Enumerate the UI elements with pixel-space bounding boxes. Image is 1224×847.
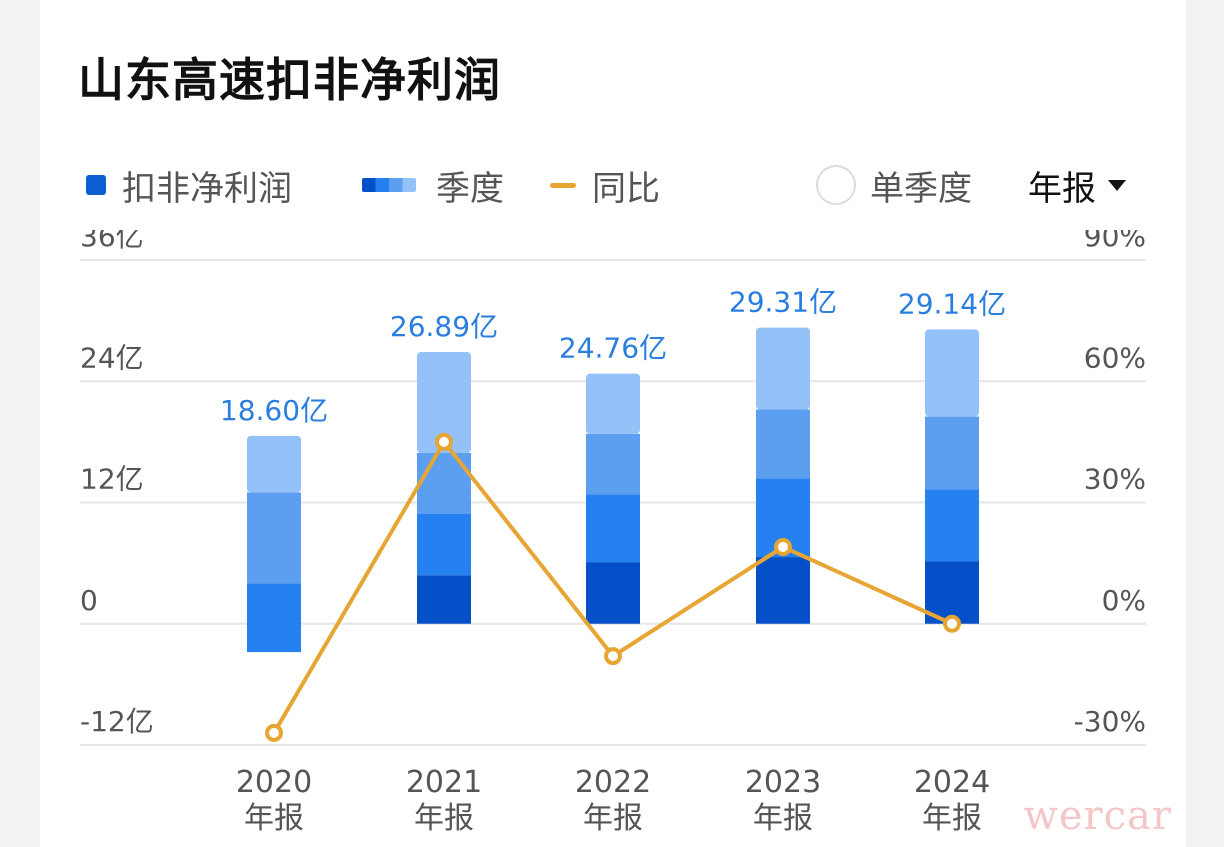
x-tick-sublabel: 年报 bbox=[583, 801, 643, 836]
series-swatch-icon bbox=[86, 175, 106, 195]
bar-value-label: 29.14亿 bbox=[898, 287, 1006, 320]
legend-item-series[interactable]: 扣非净利润 bbox=[86, 158, 292, 212]
bar-segment-q3 bbox=[925, 416, 979, 490]
watermark-text: wercar bbox=[1023, 793, 1172, 839]
yoy-point bbox=[265, 723, 283, 742]
bar-segment-q3 bbox=[586, 433, 640, 495]
y2-tick-label: 60% bbox=[1084, 341, 1146, 374]
x-tick-sublabel: 年报 bbox=[414, 801, 474, 836]
quarter-gradient-swatch-icon bbox=[362, 178, 416, 192]
yoy-point bbox=[604, 647, 622, 666]
bar-segment-q1 bbox=[925, 561, 979, 624]
bar-segment-q4 bbox=[586, 373, 640, 434]
yoy-point bbox=[943, 614, 961, 633]
bar-segment-q3 bbox=[756, 409, 810, 479]
bar-segment-q4 bbox=[756, 327, 810, 410]
y-tick-label: -12亿 bbox=[80, 705, 154, 738]
chart-card: 山东高速扣非净利润 扣非净利润 季度 同比 单季度 年报 -12亿 0 12亿 24亿… bbox=[40, 0, 1186, 847]
x-tick-label: 2024 bbox=[914, 765, 990, 800]
x-tick-label: 2023 bbox=[745, 765, 821, 800]
single-quarter-label: 单季度 bbox=[870, 168, 972, 209]
period-select-value: 年报 bbox=[1028, 168, 1096, 209]
bar-value-label: 26.89亿 bbox=[390, 310, 498, 343]
yoy-point bbox=[774, 537, 792, 556]
legend-item-yoy[interactable]: 同比 bbox=[550, 158, 660, 212]
bar-value-label: 18.60亿 bbox=[220, 394, 328, 427]
bar-segment-q1 bbox=[586, 562, 640, 624]
bar-segment-q1 bbox=[417, 575, 471, 624]
chart-title: 山东高速扣非净利润 bbox=[78, 53, 501, 107]
y-tick-label: 0 bbox=[80, 584, 98, 617]
x-tick-label: 2020 bbox=[236, 765, 312, 800]
y2-tick-label: 30% bbox=[1084, 463, 1146, 496]
x-tick-sublabel: 年报 bbox=[244, 801, 304, 836]
y2-tick-label: 90% bbox=[1084, 230, 1146, 253]
bar-value-label: 24.76亿 bbox=[559, 332, 667, 365]
single-quarter-toggle[interactable]: 单季度 bbox=[816, 158, 972, 212]
legend: 扣非净利润 季度 同比 单季度 年报 bbox=[40, 158, 1186, 212]
yoy-line-swatch-icon bbox=[550, 182, 576, 188]
x-tick-label: 2022 bbox=[575, 765, 651, 800]
bar-value-label: 29.31亿 bbox=[729, 286, 837, 319]
bar-segment-q2 bbox=[586, 494, 640, 563]
x-tick-sublabel: 年报 bbox=[922, 801, 982, 836]
y-tick-label: 12亿 bbox=[80, 463, 144, 496]
bar-segment-q2 bbox=[925, 489, 979, 562]
y2-tick-label: 0% bbox=[1102, 584, 1146, 617]
legend-item-quarter[interactable]: 季度 bbox=[362, 158, 504, 212]
bar-segment-q3 bbox=[247, 492, 301, 584]
bar-segment-q4 bbox=[925, 329, 979, 417]
period-select[interactable]: 年报 bbox=[1028, 158, 1126, 212]
bar-segment-q3 bbox=[417, 452, 471, 514]
y-tick-label: 24亿 bbox=[80, 341, 144, 374]
y-tick-label: 36亿 bbox=[80, 230, 144, 253]
bar-segment-q2 bbox=[417, 513, 471, 576]
radio-icon[interactable] bbox=[816, 165, 856, 205]
bar-segment-q4 bbox=[417, 352, 471, 453]
legend-yoy-label: 同比 bbox=[592, 168, 660, 209]
bar-segment-q1 bbox=[756, 557, 810, 624]
legend-series-label: 扣非净利润 bbox=[122, 168, 292, 209]
yoy-point bbox=[435, 432, 453, 451]
caret-down-icon bbox=[1108, 179, 1126, 191]
x-tick-sublabel: 年报 bbox=[753, 801, 813, 836]
y2-tick-label: -30% bbox=[1074, 705, 1146, 738]
legend-quarter-label: 季度 bbox=[436, 168, 504, 209]
x-tick-label: 2021 bbox=[406, 765, 482, 800]
bar-segment-q2 bbox=[247, 583, 301, 653]
bar-segment-q4 bbox=[247, 435, 301, 493]
chart-plot: -12亿012亿24亿36亿-30%0%30%60%90%18.60亿2020年… bbox=[80, 230, 1146, 836]
